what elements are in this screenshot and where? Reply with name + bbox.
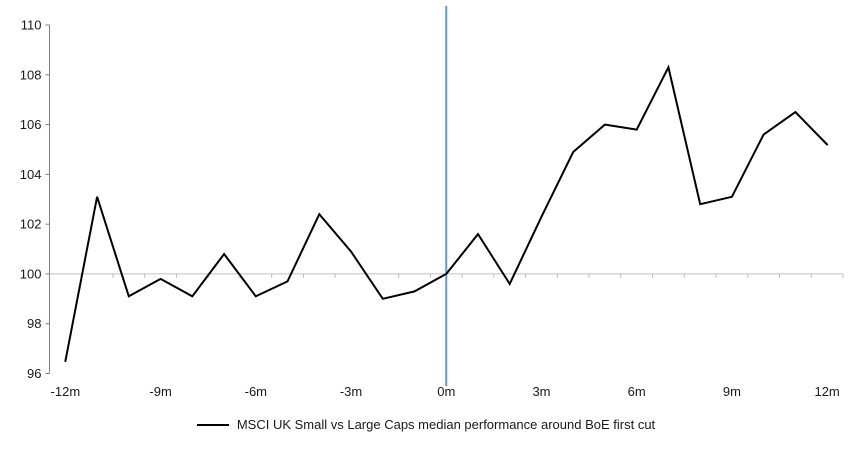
x-axis-label: 6m (628, 384, 646, 399)
x-axis-label: 9m (723, 384, 741, 399)
legend-line-swatch (196, 423, 229, 426)
y-axis-label: 98 (27, 316, 41, 331)
y-axis-label: 102 (20, 217, 42, 232)
x-axis-label: -3m (340, 384, 362, 399)
y-axis-label: 100 (20, 266, 42, 281)
x-axis-label: 0m (437, 384, 455, 399)
y-axis-label: 106 (20, 117, 42, 132)
chart-legend: MSCI UK Small vs Large Caps median perfo… (0, 417, 852, 432)
data-line (64, 64, 829, 363)
x-axis-label: -9m (149, 384, 171, 399)
x-axis-label: 3m (532, 384, 550, 399)
x-axis-label: 12m (814, 384, 839, 399)
x-axis-label: -12m (51, 384, 81, 399)
y-axis-label: 110 (21, 18, 42, 33)
legend-label: MSCI UK Small vs Large Caps median perfo… (236, 417, 656, 432)
x-axis-label: -6m (245, 384, 267, 399)
y-axis-label: 104 (20, 167, 42, 182)
y-axis-label: 108 (20, 67, 42, 82)
y-axis-label: 96 (27, 366, 41, 381)
